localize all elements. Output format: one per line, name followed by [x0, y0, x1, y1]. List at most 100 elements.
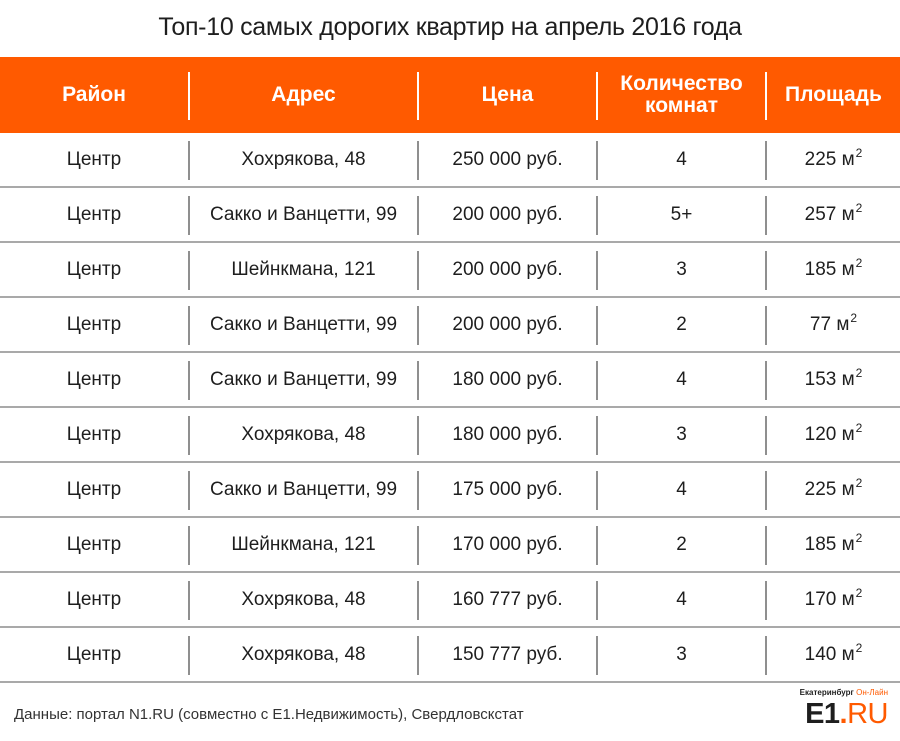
column-divider	[765, 251, 767, 290]
column-divider	[596, 526, 598, 565]
area-unit-superscript: 2	[855, 365, 863, 380]
cell-address: Сакко и Ванцетти, 99	[209, 368, 398, 390]
area-unit: м	[841, 203, 855, 225]
cell-rooms: 3	[676, 643, 687, 665]
area-unit-superscript: 2	[855, 420, 863, 435]
column-divider	[188, 306, 190, 345]
area-unit: м	[841, 643, 855, 665]
column-divider	[417, 251, 419, 290]
column-divider	[765, 306, 767, 345]
cell-price: 250 000 руб.	[452, 148, 563, 170]
column-divider	[188, 196, 190, 235]
cell-district: Центр	[66, 423, 122, 445]
column-divider	[765, 361, 767, 400]
cell-district: Центр	[66, 368, 122, 390]
cell-address: Хохрякова, 48	[241, 423, 366, 445]
cell-rooms: 3	[676, 423, 687, 445]
cell-district: Центр	[66, 313, 122, 335]
cell-price: 175 000 руб.	[452, 478, 563, 500]
column-divider	[188, 416, 190, 455]
cell-price: 180 000 руб.	[452, 368, 563, 390]
cell-address: Сакко и Ванцетти, 99	[209, 313, 398, 335]
column-divider	[765, 141, 767, 180]
cell-district: Центр	[66, 203, 122, 225]
area-value: 185	[804, 533, 837, 555]
column-divider	[765, 471, 767, 510]
column-divider	[417, 361, 419, 400]
area-unit: м	[841, 368, 855, 390]
table-row: Центр Сакко и Ванцетти, 99 180 000 руб. 4 15…	[0, 353, 900, 408]
cell-address: Шейнкмана, 121	[231, 533, 376, 555]
area-unit: м	[841, 423, 855, 445]
cell-district: Центр	[66, 478, 122, 500]
area-unit-superscript: 2	[855, 585, 863, 600]
logo-tagline: Екатеринбург Он-Лайн	[799, 688, 888, 697]
column-divider	[765, 196, 767, 235]
area-unit: м	[841, 258, 855, 280]
column-divider	[765, 581, 767, 620]
area-unit: м	[841, 478, 855, 500]
cell-price: 170 000 руб.	[452, 533, 563, 555]
cell-rooms: 3	[676, 258, 687, 280]
cell-address: Хохрякова, 48	[241, 588, 366, 610]
area-unit-superscript: 2	[855, 255, 863, 270]
area-value: 120	[804, 423, 837, 445]
column-divider	[417, 196, 419, 235]
column-divider	[188, 141, 190, 180]
page-title: Топ-10 самых дорогих квартир на апрель 2…	[158, 13, 742, 41]
table-row: Центр Сакко и Ванцетти, 99 175 000 руб. 4 22…	[0, 463, 900, 518]
column-divider	[417, 581, 419, 620]
cell-price: 160 777 руб.	[452, 588, 563, 610]
cell-rooms: 2	[676, 313, 687, 335]
column-divider	[596, 196, 598, 235]
column-divider	[596, 251, 598, 290]
header-divider	[188, 72, 190, 120]
column-divider	[417, 471, 419, 510]
cell-address: Шейнкмана, 121	[231, 258, 376, 280]
column-divider	[596, 361, 598, 400]
column-divider	[417, 416, 419, 455]
column-divider	[188, 636, 190, 675]
cell-district: Центр	[66, 258, 122, 280]
area-value: 257	[804, 203, 837, 225]
column-divider	[765, 636, 767, 675]
cell-price: 200 000 руб.	[452, 313, 563, 335]
cell-rooms: 4	[676, 368, 687, 390]
area-unit: м	[841, 148, 855, 170]
header-address: Адрес	[271, 83, 336, 106]
area-value: 140	[804, 643, 837, 665]
column-divider	[596, 581, 598, 620]
cell-rooms: 4	[676, 148, 687, 170]
cell-district: Центр	[66, 148, 122, 170]
column-divider	[188, 581, 190, 620]
column-divider	[596, 636, 598, 675]
header-price: Цена	[481, 83, 534, 106]
area-unit-superscript: 2	[855, 475, 863, 490]
source-note: Данные: портал N1.RU (совместно с Е1.Нед…	[14, 706, 524, 723]
cell-district: Центр	[66, 533, 122, 555]
cell-price: 200 000 руб.	[452, 258, 563, 280]
cell-address: Хохрякова, 48	[241, 148, 366, 170]
area-value: 185	[804, 258, 837, 280]
cell-address: Сакко и Ванцетти, 99	[209, 203, 398, 225]
area-unit-superscript: 2	[855, 530, 863, 545]
header-divider	[596, 72, 598, 120]
cell-district: Центр	[66, 643, 122, 665]
cell-district: Центр	[66, 588, 122, 610]
column-divider	[596, 306, 598, 345]
area-unit-superscript: 2	[850, 310, 858, 325]
column-divider	[188, 361, 190, 400]
